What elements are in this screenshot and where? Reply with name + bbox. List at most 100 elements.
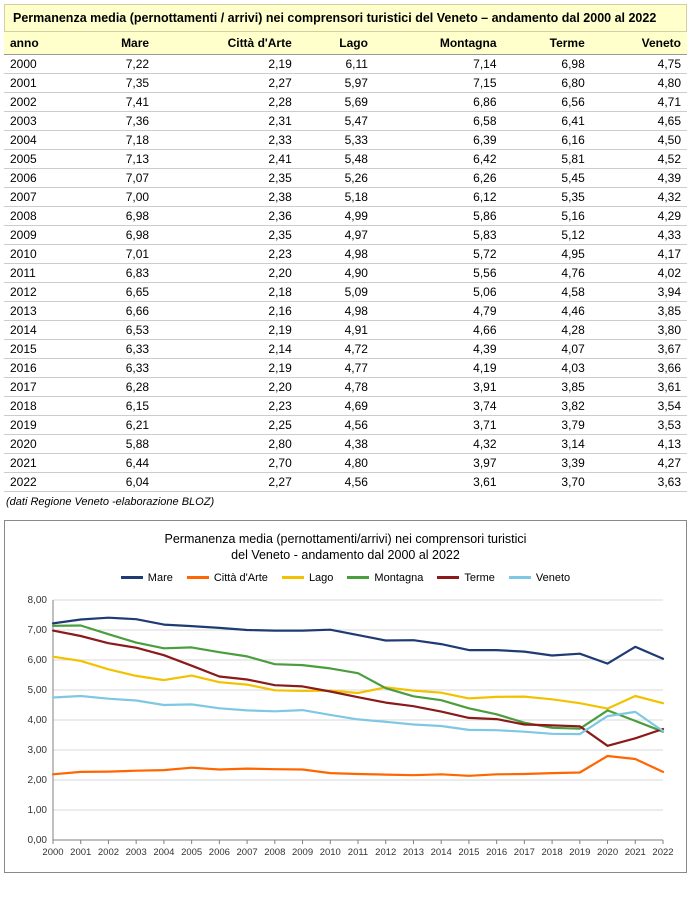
table-cell: 2017 [4, 378, 80, 397]
table-cell: 3,61 [374, 473, 503, 492]
table-cell: 2010 [4, 245, 80, 264]
table-cell: 4,98 [298, 245, 374, 264]
svg-text:2001: 2001 [70, 847, 91, 858]
table-cell: 5,47 [298, 112, 374, 131]
table-cell: 6,98 [503, 55, 591, 74]
table-cell: 6,66 [80, 302, 155, 321]
table-cell: 4,32 [374, 435, 503, 454]
table-cell: 3,71 [374, 416, 503, 435]
legend-swatch [437, 576, 459, 579]
table-cell: 3,80 [591, 321, 687, 340]
table-cell: 3,53 [591, 416, 687, 435]
table-cell: 2,80 [155, 435, 298, 454]
table-cell: 5,86 [374, 207, 503, 226]
table-cell: 4,66 [374, 321, 503, 340]
table-cell: 2021 [4, 454, 80, 473]
column-header: Montagna [374, 32, 503, 55]
table-cell: 2,31 [155, 112, 298, 131]
table-cell: 4,79 [374, 302, 503, 321]
svg-text:8,00: 8,00 [28, 595, 48, 606]
svg-text:2020: 2020 [597, 847, 618, 858]
svg-text:2007: 2007 [237, 847, 258, 858]
table-cell: 6,33 [80, 359, 155, 378]
table-cell: 4,29 [591, 207, 687, 226]
table-cell: 7,41 [80, 93, 155, 112]
table-row: 20116,832,204,905,564,764,02 [4, 264, 687, 283]
table-row: 20176,282,204,783,913,853,61 [4, 378, 687, 397]
table-cell: 5,26 [298, 169, 374, 188]
table-row: 20136,662,164,984,794,463,85 [4, 302, 687, 321]
legend-label: Terme [464, 572, 495, 584]
table-cell: 7,36 [80, 112, 155, 131]
table-cell: 2,19 [155, 359, 298, 378]
table-cell: 5,18 [298, 188, 374, 207]
table-cell: 4,75 [591, 55, 687, 74]
table-cell: 7,18 [80, 131, 155, 150]
svg-text:2009: 2009 [292, 847, 313, 858]
table-cell: 6,15 [80, 397, 155, 416]
table-row: 20007,222,196,117,146,984,75 [4, 55, 687, 74]
table-cell: 2012 [4, 283, 80, 302]
table-cell: 4,39 [591, 169, 687, 188]
table-cell: 3,63 [591, 473, 687, 492]
table-cell: 4,39 [374, 340, 503, 359]
svg-text:2005: 2005 [181, 847, 202, 858]
column-header: anno [4, 32, 80, 55]
table-cell: 4,56 [298, 416, 374, 435]
table-cell: 2,28 [155, 93, 298, 112]
table-cell: 6,39 [374, 131, 503, 150]
table-cell: 2,18 [155, 283, 298, 302]
table-cell: 6,26 [374, 169, 503, 188]
table-cell: 5,97 [298, 74, 374, 93]
table-cell: 3,70 [503, 473, 591, 492]
legend-item: Veneto [509, 572, 570, 584]
table-cell: 4,50 [591, 131, 687, 150]
svg-text:2006: 2006 [209, 847, 230, 858]
table-cell: 7,14 [374, 55, 503, 74]
table-row: 20216,442,704,803,973,394,27 [4, 454, 687, 473]
table-row: 20096,982,354,975,835,124,33 [4, 226, 687, 245]
table-cell: 6,16 [503, 131, 591, 150]
legend-label: Lago [309, 572, 333, 584]
table-cell: 4,77 [298, 359, 374, 378]
table-cell: 4,52 [591, 150, 687, 169]
table-cell: 3,79 [503, 416, 591, 435]
table-cell: 2,19 [155, 55, 298, 74]
table-cell: 7,13 [80, 150, 155, 169]
svg-text:2013: 2013 [403, 847, 424, 858]
table-row: 20107,012,234,985,724,954,17 [4, 245, 687, 264]
svg-text:2010: 2010 [320, 847, 341, 858]
table-cell: 4,03 [503, 359, 591, 378]
table-cell: 2,38 [155, 188, 298, 207]
table-cell: 4,07 [503, 340, 591, 359]
table-cell: 4,58 [503, 283, 591, 302]
table-cell: 4,91 [298, 321, 374, 340]
table-cell: 4,95 [503, 245, 591, 264]
column-header: Mare [80, 32, 155, 55]
table-row: 20196,212,254,563,713,793,53 [4, 416, 687, 435]
legend-item: Mare [121, 572, 173, 584]
table-cell: 2,20 [155, 264, 298, 283]
table-row: 20146,532,194,914,664,283,80 [4, 321, 687, 340]
table-cell: 2,19 [155, 321, 298, 340]
svg-text:4,00: 4,00 [28, 715, 48, 726]
svg-text:5,00: 5,00 [28, 685, 48, 696]
table-cell: 2,20 [155, 378, 298, 397]
table-cell: 6,56 [503, 93, 591, 112]
svg-text:1,00: 1,00 [28, 805, 48, 816]
table-cell: 3,82 [503, 397, 591, 416]
table-cell: 5,81 [503, 150, 591, 169]
table-cell: 3,54 [591, 397, 687, 416]
table-cell: 6,28 [80, 378, 155, 397]
table-cell: 4,13 [591, 435, 687, 454]
table-cell: 6,65 [80, 283, 155, 302]
table-cell: 2,36 [155, 207, 298, 226]
table-cell: 4,99 [298, 207, 374, 226]
table-cell: 6,42 [374, 150, 503, 169]
table-cell: 3,91 [374, 378, 503, 397]
table-cell: 4,56 [298, 473, 374, 492]
table-cell: 2007 [4, 188, 80, 207]
table-cell: 6,98 [80, 226, 155, 245]
table-cell: 7,22 [80, 55, 155, 74]
table-cell: 2,33 [155, 131, 298, 150]
